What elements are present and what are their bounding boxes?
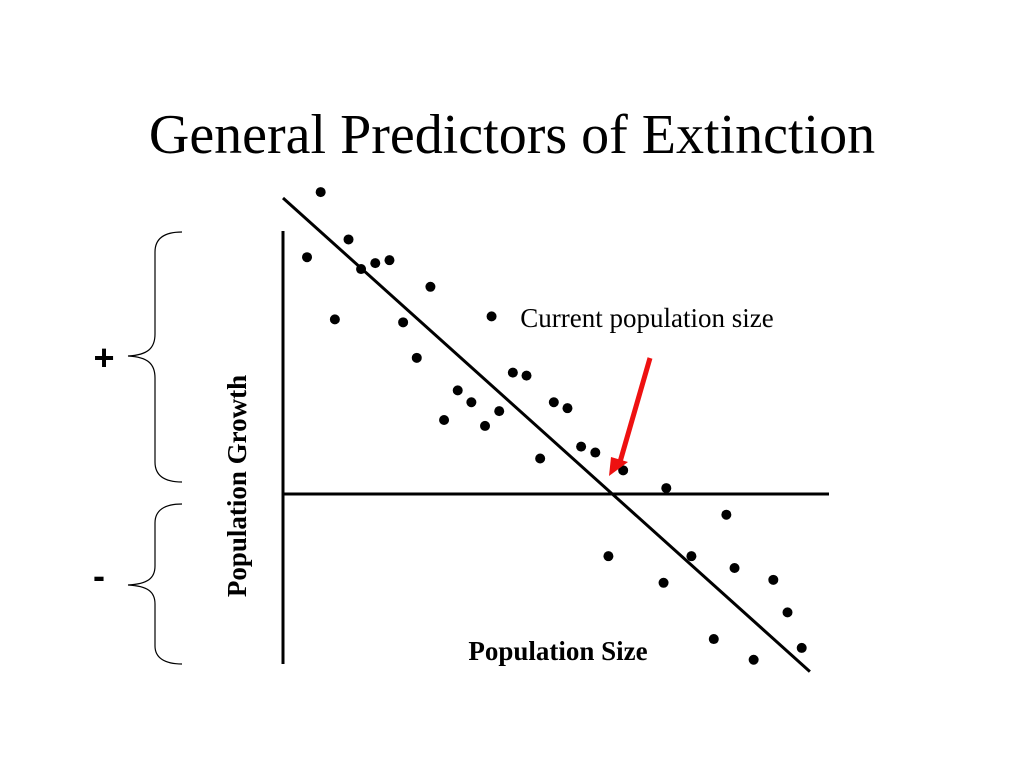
data-point-12 bbox=[452, 385, 463, 396]
data-point-20 bbox=[548, 397, 559, 408]
data-point-19 bbox=[535, 453, 546, 464]
data-point-25 bbox=[618, 465, 629, 476]
x-axis-label: Population Size bbox=[468, 636, 647, 666]
data-point-33 bbox=[768, 574, 779, 585]
data-point-22 bbox=[576, 441, 587, 452]
negative-sign: - bbox=[93, 555, 105, 596]
data-point-2 bbox=[315, 187, 326, 198]
data-point-29 bbox=[708, 634, 719, 645]
data-point-15 bbox=[486, 311, 497, 322]
data-point-3 bbox=[329, 314, 340, 325]
data-point-35 bbox=[796, 642, 807, 653]
data-point-30 bbox=[721, 509, 732, 520]
data-point-6 bbox=[370, 258, 381, 269]
y-axis-label: Population Growth bbox=[222, 375, 252, 597]
negative-brace bbox=[127, 503, 183, 665]
data-point-34 bbox=[782, 607, 793, 618]
data-point-13 bbox=[466, 397, 477, 408]
data-point-32 bbox=[748, 654, 759, 665]
data-point-14 bbox=[480, 420, 491, 431]
data-point-18 bbox=[521, 370, 532, 381]
data-point-4 bbox=[343, 234, 354, 245]
positive-sign: + bbox=[93, 337, 114, 378]
data-point-11 bbox=[439, 415, 450, 425]
data-point-21 bbox=[562, 403, 573, 414]
data-point-28 bbox=[686, 551, 697, 562]
data-point-23 bbox=[590, 447, 601, 458]
positive-brace bbox=[127, 231, 183, 483]
data-point-8 bbox=[398, 317, 409, 328]
data-point-16 bbox=[494, 406, 505, 417]
data-point-31 bbox=[729, 563, 740, 573]
data-point-27 bbox=[661, 483, 672, 494]
data-point-1 bbox=[302, 252, 313, 263]
data-point-9 bbox=[411, 352, 422, 363]
data-point-10 bbox=[425, 281, 436, 292]
data-point-7 bbox=[384, 255, 395, 266]
data-point-17 bbox=[507, 367, 518, 378]
slide-title: General Predictors of Extinction bbox=[148, 104, 876, 166]
trend-line bbox=[281, 196, 811, 673]
annotation-label: Current population size bbox=[520, 303, 773, 333]
data-point-26 bbox=[658, 577, 669, 588]
annotation-arrow bbox=[617, 357, 653, 463]
data-point-24 bbox=[603, 551, 614, 562]
annotation-arrowhead bbox=[609, 457, 628, 476]
